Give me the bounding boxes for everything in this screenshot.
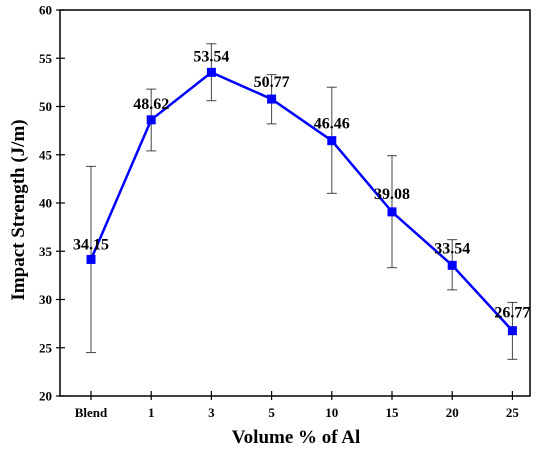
y-tick-label: 50 [39,99,52,114]
y-tick-label: 25 [39,340,53,355]
data-point [206,67,216,77]
y-tick-label: 20 [39,389,52,404]
data-label: 34.15 [73,236,109,253]
data-point [387,207,397,217]
plot-border [59,9,531,397]
series-line-group [89,71,514,332]
data-point [146,115,156,125]
x-tick-label: 10 [325,405,338,420]
data-label: 39.08 [374,186,410,203]
data-label: 50.77 [254,74,290,91]
y-tick-label: 45 [39,147,53,162]
y-axis-title: Impact Strength (J/m) [8,119,29,300]
series-line [89,71,514,332]
x-axis: Blend 1 3 5 10 15 20 25 [75,391,520,420]
data-markers [86,67,517,336]
data-point [86,254,96,264]
data-label: 26.77 [494,305,530,322]
x-tick-label: Blend [75,405,108,420]
y-tick-label: 30 [39,292,52,307]
data-labels: 34.15 48.62 53.54 50.77 46.46 39.08 33.54 26.77 [73,48,530,321]
data-label: 48.62 [133,96,169,113]
error-bars [86,43,518,360]
x-tick-label: 15 [386,405,400,420]
data-point [507,326,517,336]
y-tick-label: 40 [39,196,52,211]
data-label: 53.54 [193,48,229,65]
x-tick-label: 1 [148,405,155,420]
x-axis-title: Volume % of Al [232,427,361,448]
x-tick-label: 20 [446,405,459,420]
x-tick-label: 3 [208,405,215,420]
x-tick-label: 25 [506,405,520,420]
data-label: 33.54 [434,240,470,257]
y-tick-label: 55 [39,51,53,66]
plot-area [59,9,531,397]
y-tick-label: 35 [39,244,53,259]
data-point [327,136,337,146]
data-label: 46.46 [314,116,350,133]
x-tick-label: 5 [268,405,275,420]
data-point [447,260,457,270]
data-point [267,94,277,104]
y-axis: 20 25 30 35 40 45 50 55 60 [39,3,65,404]
y-tick-label: 60 [39,3,52,18]
